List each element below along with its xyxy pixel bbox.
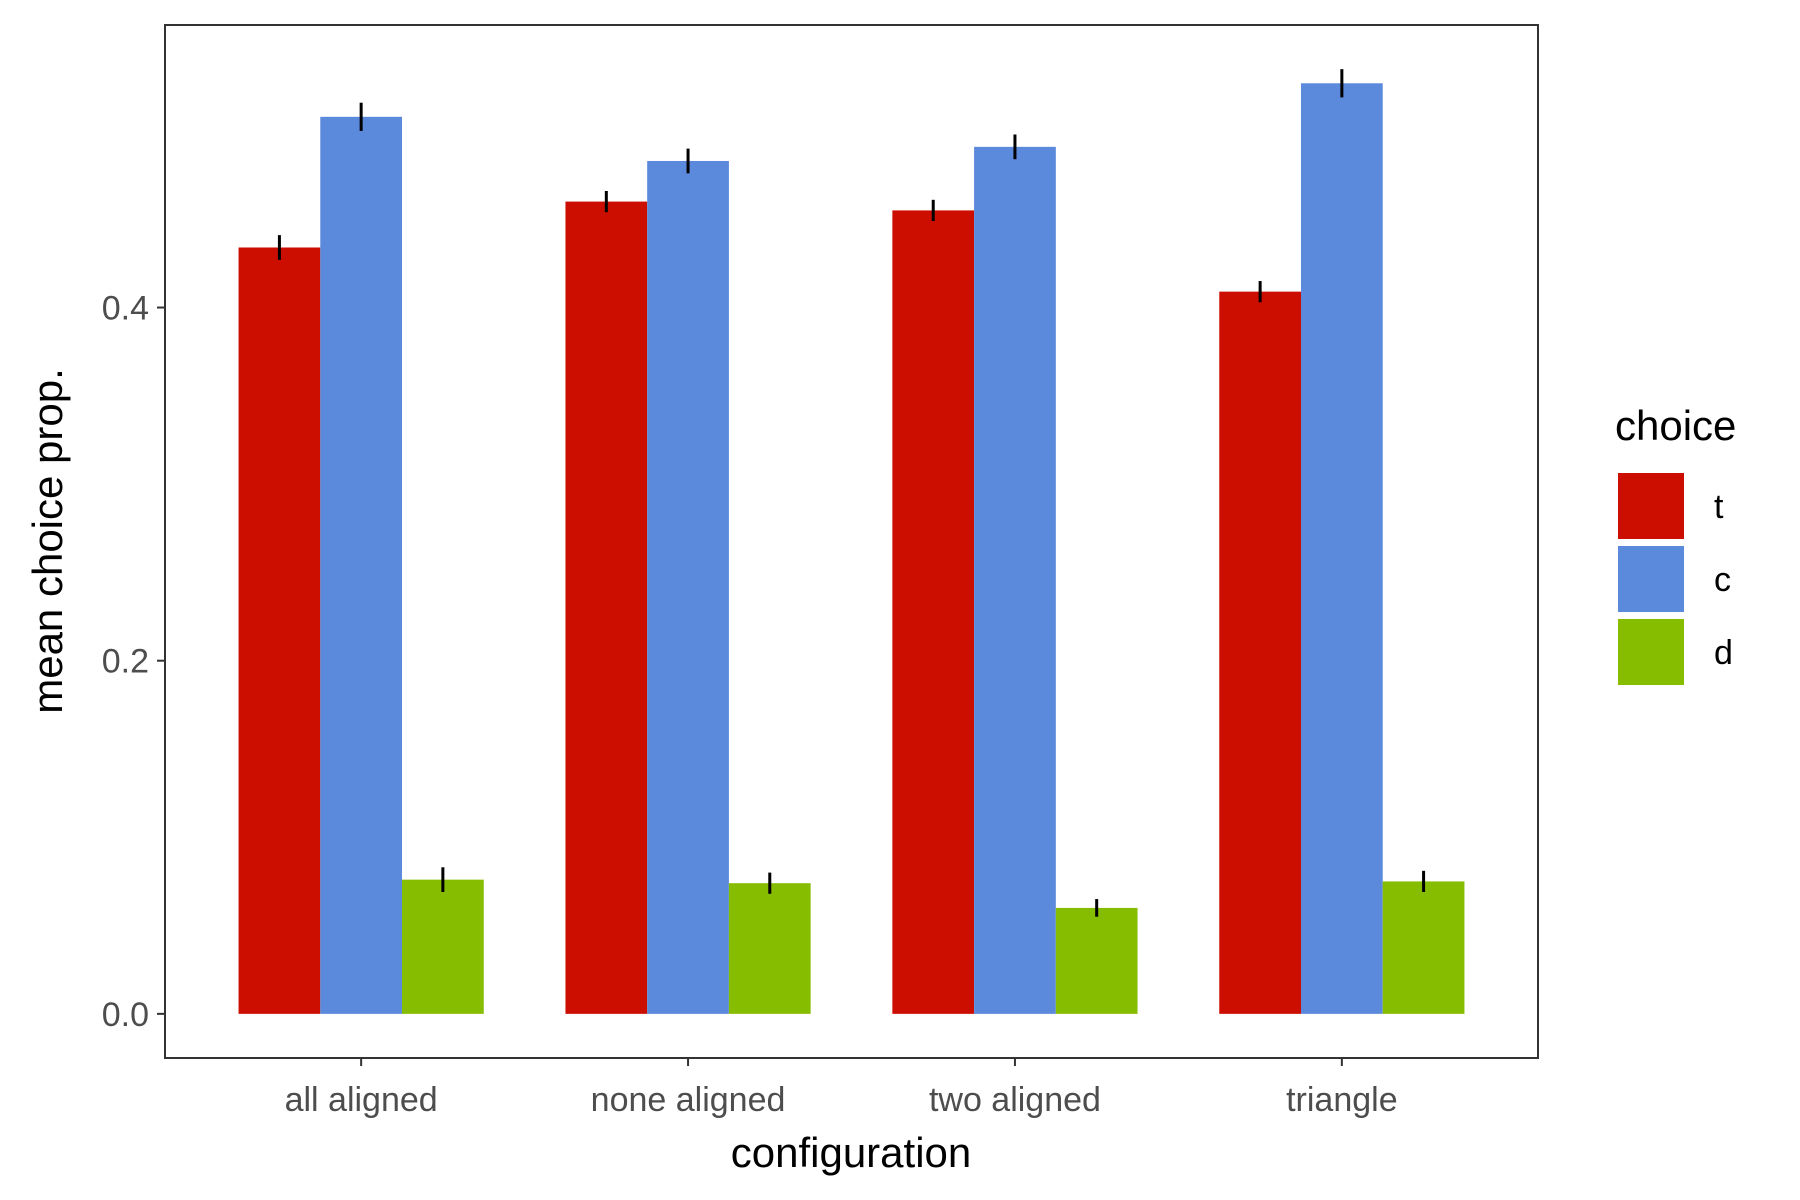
bar-d-none-aligned xyxy=(728,883,811,1014)
bar-c-none-aligned xyxy=(647,160,729,1014)
bar-c-all-aligned xyxy=(320,116,403,1014)
y-tick-label: 0.0 xyxy=(102,996,149,1034)
bar-t-triangle xyxy=(1219,291,1301,1014)
bar-d-all-aligned xyxy=(402,879,484,1014)
legend-label-c: c xyxy=(1714,561,1731,599)
bar-d-triangle xyxy=(1382,881,1465,1014)
legend-label-t: t xyxy=(1714,488,1724,526)
legend-title: choice xyxy=(1615,402,1736,449)
x-tick-label: triangle xyxy=(1286,1081,1398,1119)
x-axis-title: configuration xyxy=(731,1129,972,1176)
x-tick-label: none aligned xyxy=(591,1081,786,1119)
bar-t-two-aligned xyxy=(892,210,975,1014)
bar-c-triangle xyxy=(1300,83,1383,1014)
legend-key-c xyxy=(1618,546,1684,612)
legend-key-d xyxy=(1618,619,1684,685)
bar-t-all-aligned xyxy=(238,247,321,1014)
legend: choice tcd xyxy=(1615,402,1736,685)
y-axis-title: mean choice prop. xyxy=(24,368,71,714)
bar-t-none-aligned xyxy=(565,201,648,1014)
bar-d-two-aligned xyxy=(1055,907,1138,1014)
x-tick-label: all aligned xyxy=(285,1081,438,1119)
y-tick-label: 0.2 xyxy=(102,643,149,681)
legend-label-d: d xyxy=(1714,634,1733,672)
y-axis: 0.0 0.2 0.4 xyxy=(102,290,165,1034)
legend-key-t xyxy=(1618,473,1684,539)
x-axis: all aligned none aligned two aligned triang… xyxy=(285,1058,1398,1119)
bar-c-two-aligned xyxy=(974,146,1056,1014)
bars xyxy=(238,83,1465,1014)
error-bars xyxy=(277,69,1426,917)
x-tick-label: two aligned xyxy=(929,1081,1101,1119)
y-tick-label: 0.4 xyxy=(102,290,149,328)
